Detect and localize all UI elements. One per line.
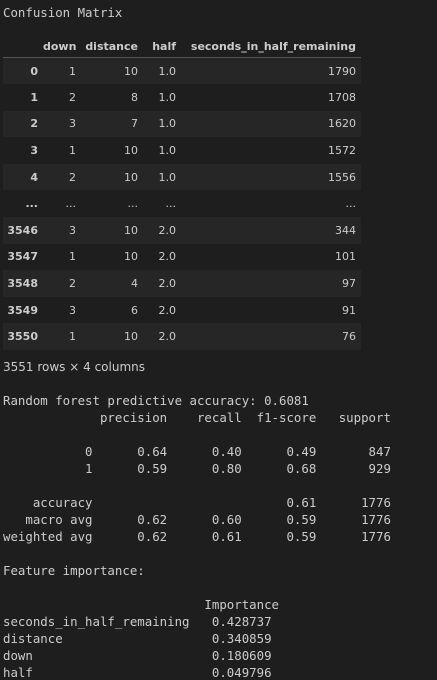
table-cell: 344 (335, 223, 356, 237)
column-header-seconds-in-half-remaining: seconds_in_half_remaining (181, 35, 361, 58)
table-cell: 2 (69, 90, 76, 104)
table-cell: 76 (342, 330, 356, 344)
table-row: 3546 3 10 2.0 344 (3, 217, 361, 244)
table-cell: 97 (342, 277, 356, 291)
table-row: 4 2 10 1.0 1556 (3, 163, 361, 191)
table-header-row: down distance half seconds_in_half_remainin… (3, 35, 361, 58)
table-cell: 3 (69, 117, 76, 131)
row-index-cell: 3549 (7, 303, 38, 317)
table-cell: 1708 (328, 90, 356, 104)
table-cell: 91 (342, 303, 356, 317)
table-row: 3550 1 10 2.0 76 (3, 323, 361, 351)
dataframe-shape-label: 3551 rows × 4 columns (3, 360, 145, 374)
table-cell: 1.0 (158, 144, 177, 158)
table-cell: 2.0 (158, 330, 177, 344)
dataframe-table: down distance half seconds_in_half_remainin… (3, 35, 361, 351)
classification-report: precision recall f1-score support 0 0.64… (3, 410, 391, 544)
row-index-cell: 3548 (7, 277, 38, 291)
table-row: 0 1 10 1.0 1790 (3, 57, 361, 85)
table-cell: ... (127, 197, 139, 211)
table-cell: 7 (131, 117, 138, 131)
column-header-down: down (43, 35, 81, 58)
output-heading: Confusion Matrix (3, 5, 123, 20)
table-cell: ... (65, 197, 77, 211)
column-header-distance: distance (81, 35, 143, 58)
table-cell: 10 (124, 64, 138, 78)
row-index-cell: 3547 (7, 250, 38, 264)
row-index-cell: 3550 (7, 330, 38, 344)
dataframe-table-container: down distance half seconds_in_half_remainin… (3, 35, 361, 351)
accuracy-line: Random forest predictive accuracy: 0.608… (3, 393, 309, 408)
table-cell: 10 (124, 170, 138, 184)
table-row: 3547 1 10 2.0 101 (3, 243, 361, 271)
row-index-cell: ... (25, 197, 38, 211)
table-cell: 3 (69, 303, 76, 317)
table-cell: 8 (131, 90, 138, 104)
table-cell: 1790 (328, 64, 356, 78)
table-cell: ... (345, 197, 357, 211)
table-cell: 101 (335, 250, 356, 264)
table-cell: 6 (131, 303, 138, 317)
row-index-cell: 3546 (7, 223, 38, 237)
row-index-cell: 1 (30, 90, 38, 104)
row-index-cell: 0 (30, 64, 38, 78)
random-forest-output: Random forest predictive accuracy: 0.608… (3, 392, 391, 680)
table-cell: 10 (124, 144, 138, 158)
table-cell: 1556 (328, 170, 356, 184)
feature-importance-label: Feature importance: (3, 563, 145, 578)
index-column-header (3, 35, 43, 58)
table-cell: 1.0 (158, 170, 177, 184)
table-cell: 2 (69, 277, 76, 291)
row-index-cell: 4 (30, 170, 38, 184)
table-cell: 2.0 (158, 277, 177, 291)
table-row: ............... (3, 190, 361, 218)
table-cell: 1620 (328, 117, 356, 131)
table-cell: 1.0 (158, 117, 177, 131)
table-cell: 2 (69, 170, 76, 184)
table-cell: 4 (131, 277, 138, 291)
row-index-cell: 2 (30, 117, 38, 131)
table-body: 0 1 10 1.0 1790 1 2 8 1.0 1708 2 3 7 1.0 1620 3 1 10 1.0 15… (3, 57, 361, 351)
table-cell: 1572 (328, 144, 356, 158)
table-cell: 10 (124, 223, 138, 237)
table-row: 3 1 10 1.0 1572 (3, 137, 361, 164)
feature-importance-table: Importance seconds_in_half_remaining 0.4… (3, 597, 280, 680)
table-cell: 1 (69, 330, 76, 344)
table-cell: 1.0 (158, 64, 177, 78)
table-cell: 10 (124, 330, 138, 344)
table-cell: 2.0 (158, 250, 177, 264)
table-cell: 1 (69, 64, 76, 78)
table-cell: 10 (124, 250, 138, 264)
table-row: 3549 3 6 2.0 91 (3, 296, 361, 324)
table-cell: 2.0 (158, 303, 177, 317)
table-cell: 3 (69, 223, 76, 237)
column-header-half: half (143, 35, 181, 58)
table-row: 1 2 8 1.0 1708 (3, 84, 361, 111)
table-cell: 2.0 (158, 223, 177, 237)
table-cell: 1.0 (158, 90, 177, 104)
row-index-cell: 3 (30, 144, 38, 158)
table-row: 2 3 7 1.0 1620 (3, 110, 361, 138)
table-cell: 1 (69, 250, 76, 264)
table-cell: 1 (69, 144, 76, 158)
table-row: 3548 2 4 2.0 97 (3, 270, 361, 297)
table-cell: ... (165, 197, 177, 211)
